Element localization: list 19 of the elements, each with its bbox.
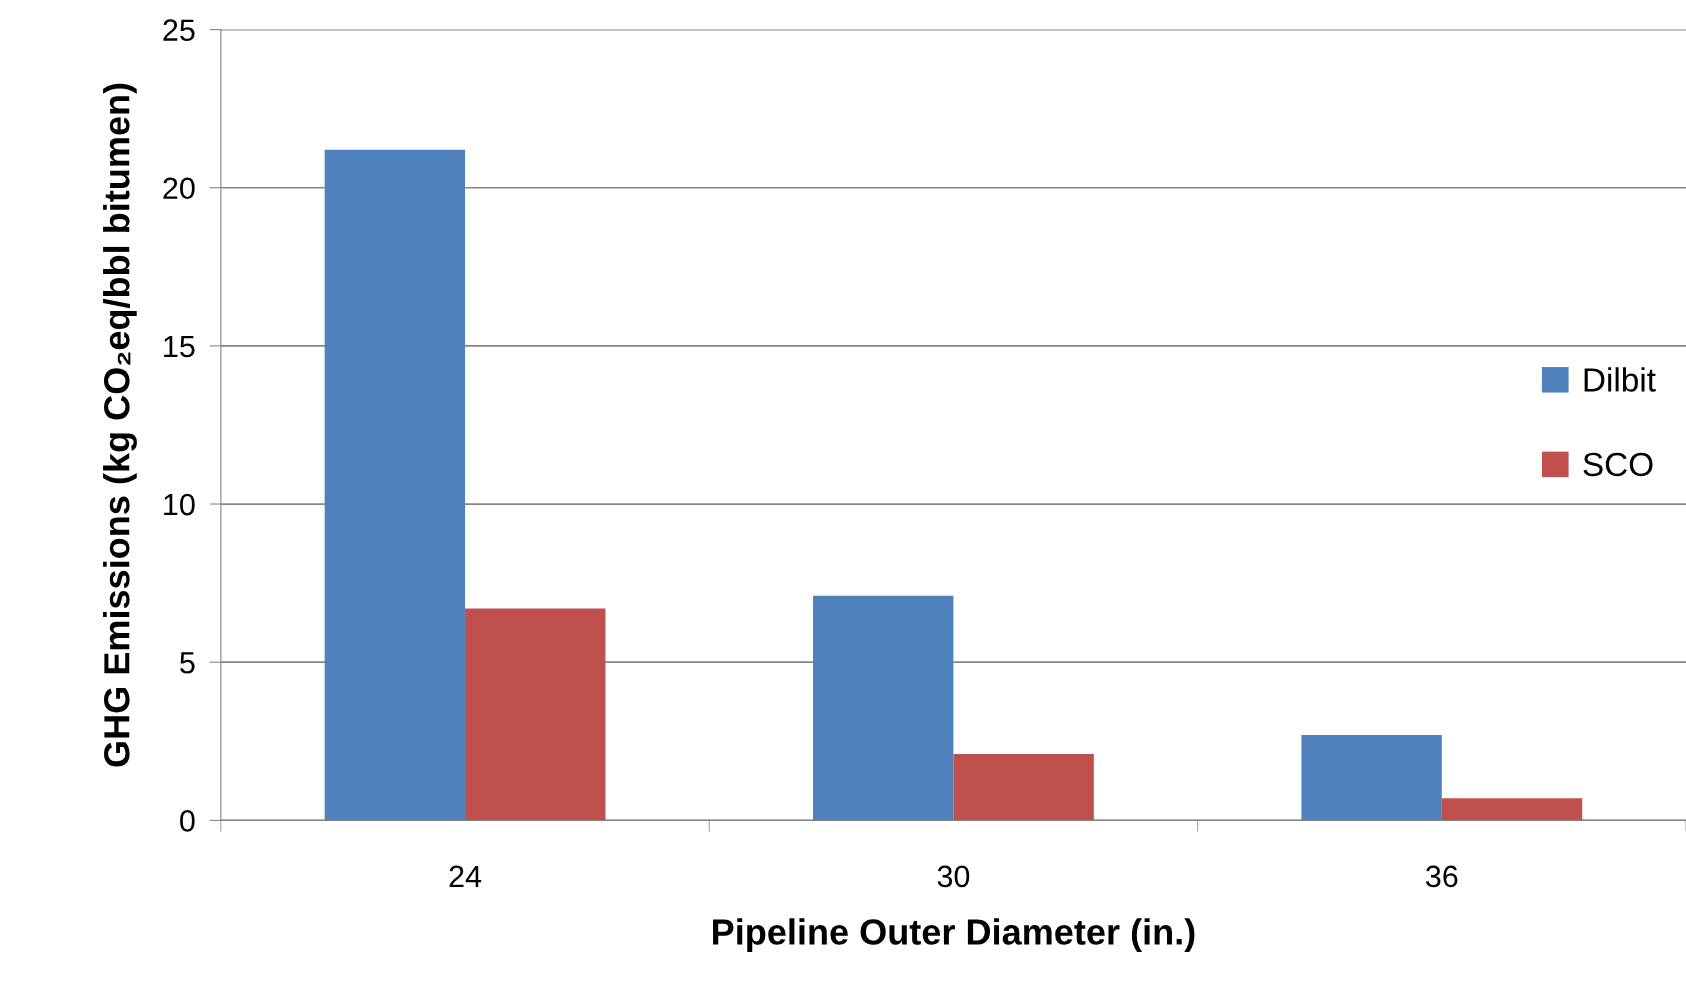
bar: [953, 753, 1094, 821]
bar: [1301, 734, 1442, 821]
x-tick-label: 24: [449, 865, 482, 887]
bar: [324, 149, 466, 821]
x-tick-label: 30: [937, 865, 970, 888]
legend-label: Dilbit: [1584, 367, 1656, 392]
y-tick-label: 15: [164, 335, 195, 358]
bar: [465, 608, 606, 821]
y-tick-label: 10: [164, 493, 195, 516]
legend-label: SCO: [1583, 452, 1653, 477]
y-tick-label: 20: [163, 177, 195, 200]
bar: [813, 595, 954, 821]
bar: [1441, 798, 1583, 821]
y-tick-label: 5: [180, 652, 195, 674]
y-tick-label: 25: [163, 19, 195, 41]
x-axis-title: Pipeline Outer Diameter (in.): [713, 918, 1195, 952]
x-tick-label: 36: [1425, 865, 1458, 888]
y-axis-title: GHG Emissions (kg CO₂eq/bbl bitumen): [103, 83, 137, 767]
y-tick-label: 0: [180, 810, 195, 832]
